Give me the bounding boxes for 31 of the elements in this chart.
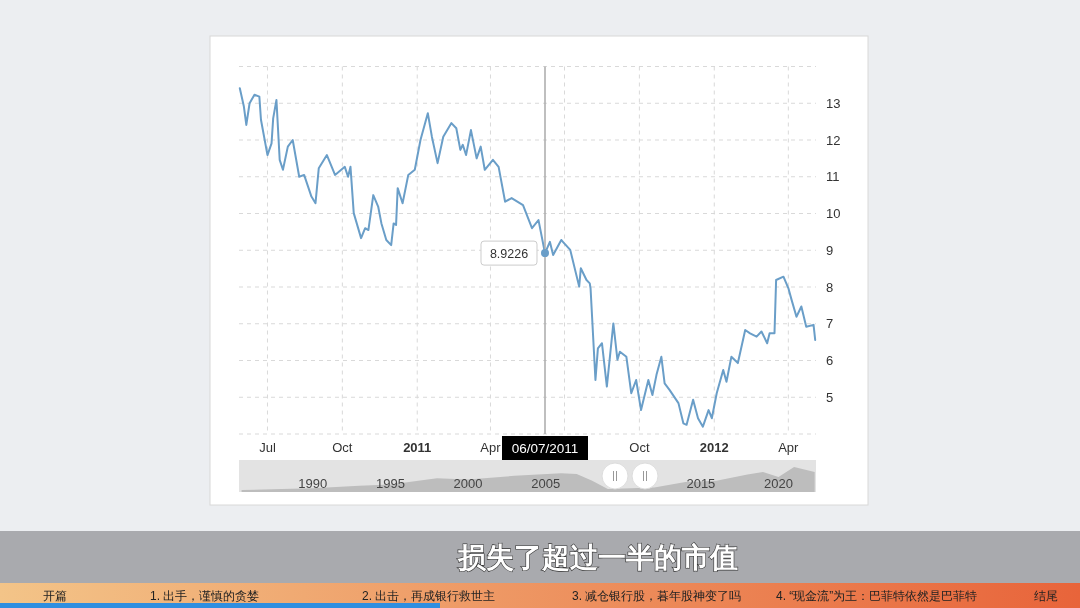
- x-tick-label: 1995: [375, 476, 405, 491]
- y-tick-label: 9: [826, 242, 834, 258]
- x-tick-label: 2020: [764, 476, 793, 491]
- x-tick-label: Oct: [332, 440, 353, 455]
- x-tick-label: Apr: [480, 440, 502, 455]
- text: 4. “现金流”为王：巴菲特依然是巴菲特: [776, 589, 978, 603]
- y-tick-label: 8: [826, 279, 834, 295]
- x-tick-label: Jul: [259, 440, 276, 455]
- text: 损失了超过一半的市值: [457, 542, 738, 573]
- y-tick-label: 11: [826, 169, 840, 185]
- x-tick-label: 1990: [298, 476, 328, 491]
- x-tick-label: Apr: [778, 440, 800, 455]
- x-tick-label: 2011: [403, 440, 432, 455]
- y-tick-label: 10: [826, 206, 841, 221]
- text: 1. 出手，谨慎的贪婪: [150, 589, 260, 603]
- text: 3. 减仓银行股，暮年股神变了吗: [572, 589, 742, 603]
- text: 06/07/2011: [511, 441, 579, 456]
- y-tick-label: 12: [826, 132, 841, 148]
- y-tick-label: 6: [826, 353, 834, 368]
- x-tick-label: 2015: [686, 476, 716, 491]
- x-tick-label: Oct: [629, 440, 650, 455]
- y-tick-label: 5: [826, 389, 834, 405]
- text: 开篇: [43, 589, 67, 603]
- y-tick-label: 7: [826, 316, 834, 332]
- x-tick-label: 2012: [699, 440, 729, 455]
- text: 结尾: [1034, 589, 1058, 603]
- text: 2. 出击，再成银行救世主: [362, 589, 496, 603]
- x-tick-label: 2000: [453, 476, 483, 491]
- y-tick-label: 13: [826, 95, 841, 111]
- x-tick-label: 2005: [531, 476, 561, 491]
- annotation: 8.9226: [489, 246, 529, 261]
